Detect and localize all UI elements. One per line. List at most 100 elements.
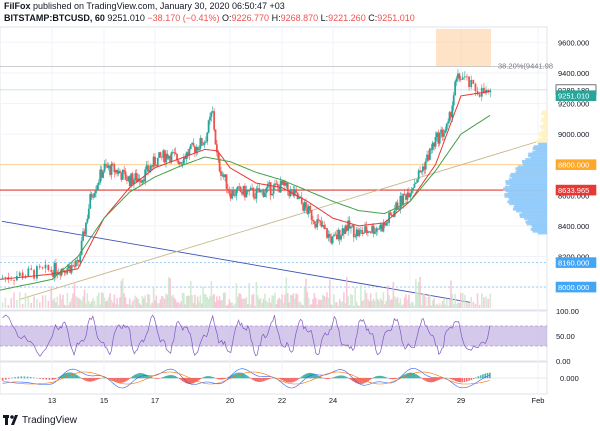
candle-body (141, 179, 144, 183)
candle-body (170, 152, 173, 163)
price-tick-label: 8600.000 (558, 191, 589, 200)
candle-body (341, 228, 344, 236)
volume-bar (234, 303, 236, 308)
volume-bar (141, 295, 144, 308)
price-tick-label: 9000.000 (558, 130, 589, 139)
candle-body (255, 188, 258, 199)
macd-histogram-bar (350, 378, 353, 381)
volume-bar (188, 295, 191, 308)
macd-histogram-bar (201, 377, 204, 379)
candle-body (120, 173, 123, 180)
volume-profile-bar (527, 218, 547, 222)
macd-histogram-bar (281, 378, 284, 381)
macd-histogram-bar (102, 377, 105, 379)
candle-body (232, 189, 235, 196)
candle-body (281, 180, 284, 185)
candle-body (80, 240, 83, 256)
volume-profile-bar (540, 126, 547, 130)
candle-body (217, 152, 220, 159)
price-tick-label: 9600.000 (558, 38, 589, 47)
candle-body (231, 189, 233, 199)
volume-bar (130, 304, 132, 308)
candle-body (406, 192, 409, 200)
candle-body (474, 83, 477, 92)
price-pane[interactable] (0, 26, 548, 311)
candle-body (193, 146, 196, 153)
volume-bar (448, 300, 451, 308)
volume-bar (327, 297, 330, 308)
macd-histogram-bar (109, 378, 111, 380)
symbol-name[interactable]: BITSTAMP:BTCUSD, 60 (4, 13, 105, 23)
time-axis[interactable]: 13 15 17 20 22 24 27 29 Feb (48, 396, 545, 405)
candle-body (403, 193, 406, 195)
fib-retracement[interactable]: 38.20%(9441.98 (0, 29, 553, 70)
volume-profile-bar (531, 224, 547, 228)
volume-bar (371, 301, 373, 308)
volume-profile-bar (541, 110, 547, 114)
candle-body (392, 215, 395, 217)
volume-bar (66, 292, 69, 308)
macd-histogram-bar (385, 377, 388, 379)
volume-bar (258, 299, 261, 308)
volume-profile-bar (538, 141, 547, 145)
macd-histogram-bar (358, 378, 360, 384)
volume-bar (10, 298, 12, 308)
tradingview-footer[interactable]: TradingView (3, 414, 77, 426)
rsi-indicator[interactable]: 100.00 50.00 0.00 (0, 307, 579, 366)
volume-bar (271, 295, 273, 308)
macd-histogram-bar (178, 378, 181, 380)
macd-histogram-bar (251, 378, 254, 380)
candle-body (367, 231, 369, 234)
volume-bar (406, 299, 409, 308)
volume-bar (400, 305, 403, 308)
volume-bar (65, 305, 67, 308)
symbol-legend[interactable]: BITSTAMP:BTCUSD, 60 9251.010 −38.170 (−0… (4, 13, 415, 23)
volume-bar (464, 295, 466, 308)
macd-histogram-bar (213, 377, 216, 379)
candle-body (379, 224, 382, 229)
low-value: 9221.260 (328, 13, 366, 23)
volume-bar (144, 295, 146, 308)
candle-body (447, 121, 450, 124)
volume-bar (135, 297, 138, 308)
volume-bar (187, 295, 189, 308)
volume-profile-bar (504, 192, 547, 196)
candle-body (254, 197, 256, 199)
macd-histogram-bar (168, 375, 171, 379)
macd-histogram-bar (259, 378, 262, 382)
candle-body (261, 189, 264, 191)
macd-histogram-bar (365, 378, 368, 383)
macd-histogram-bar (157, 378, 160, 379)
candle-body (389, 212, 392, 215)
macd-indicator[interactable]: 0.000 (0, 368, 579, 389)
moving-averages[interactable] (0, 91, 491, 291)
volume-profile-bar (525, 220, 547, 224)
time-tick-label: 15 (100, 396, 108, 405)
candle-body (466, 76, 468, 78)
macd-histogram-bar (465, 378, 468, 382)
volume-profile-bar (504, 185, 547, 189)
price-label-text: 9251.010 (558, 92, 589, 101)
volume-profile-bar (509, 174, 547, 178)
candle-body (400, 195, 403, 205)
candle-body (368, 231, 371, 233)
price-label-text: 8633.965 (558, 186, 589, 195)
macd-histogram-bar (381, 376, 383, 379)
macd-histogram-bar (305, 373, 308, 379)
trend-lines[interactable] (1, 138, 548, 303)
macd-histogram-bar (250, 378, 252, 379)
volume-bar (447, 305, 449, 308)
volume-bar (367, 298, 369, 308)
volume-bar (211, 295, 214, 308)
macd-histogram-bar (286, 378, 288, 383)
macd-histogram-bar (265, 378, 268, 381)
volume-bar (92, 298, 94, 308)
macd-histogram-bar (90, 378, 93, 382)
volume-bar (50, 286, 53, 308)
candle-body (16, 276, 18, 281)
volume-bar (269, 302, 272, 308)
macd-histogram-bar (144, 374, 146, 379)
macd-histogram-bar (345, 376, 348, 379)
macd-histogram-bar (226, 377, 229, 379)
